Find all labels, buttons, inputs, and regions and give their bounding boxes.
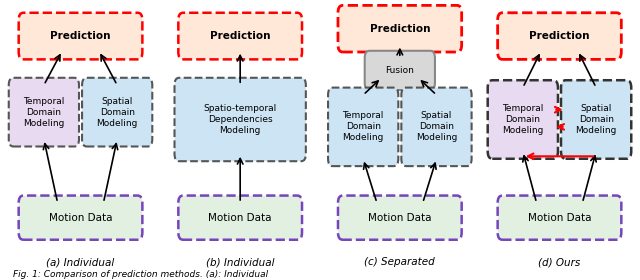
Text: Motion Data: Motion Data bbox=[209, 213, 272, 223]
Text: Motion Data: Motion Data bbox=[368, 213, 431, 223]
FancyBboxPatch shape bbox=[338, 5, 461, 52]
FancyBboxPatch shape bbox=[175, 78, 306, 161]
Title: (c) Separated: (c) Separated bbox=[364, 257, 435, 267]
Text: Motion Data: Motion Data bbox=[49, 213, 112, 223]
Text: Fusion: Fusion bbox=[385, 66, 414, 75]
FancyBboxPatch shape bbox=[498, 13, 621, 59]
Text: Spatial
Domain
Modeling: Spatial Domain Modeling bbox=[97, 97, 138, 128]
Text: Temporal
Domain
Modeling: Temporal Domain Modeling bbox=[502, 104, 543, 135]
FancyBboxPatch shape bbox=[328, 88, 398, 166]
Text: Spatio-temporal
Dependencies
Modeling: Spatio-temporal Dependencies Modeling bbox=[204, 104, 276, 135]
Title: (b) Individual: (b) Individual bbox=[206, 257, 275, 267]
Text: Temporal
Domain
Modeling: Temporal Domain Modeling bbox=[23, 97, 65, 128]
Title: (d) Ours: (d) Ours bbox=[538, 257, 580, 267]
FancyBboxPatch shape bbox=[365, 51, 435, 90]
FancyBboxPatch shape bbox=[401, 88, 472, 166]
Text: Prediction: Prediction bbox=[529, 31, 589, 41]
FancyBboxPatch shape bbox=[179, 195, 302, 240]
FancyBboxPatch shape bbox=[179, 13, 302, 59]
FancyBboxPatch shape bbox=[9, 78, 79, 146]
Title: (a) Individual: (a) Individual bbox=[46, 257, 115, 267]
FancyBboxPatch shape bbox=[82, 78, 152, 146]
FancyBboxPatch shape bbox=[498, 195, 621, 240]
Text: Spatial
Domain
Modeling: Spatial Domain Modeling bbox=[416, 111, 457, 143]
FancyBboxPatch shape bbox=[488, 80, 558, 159]
Text: Prediction: Prediction bbox=[369, 24, 430, 34]
FancyBboxPatch shape bbox=[561, 80, 631, 159]
FancyBboxPatch shape bbox=[19, 13, 142, 59]
Text: Motion Data: Motion Data bbox=[528, 213, 591, 223]
Text: Spatial
Domain
Modeling: Spatial Domain Modeling bbox=[575, 104, 617, 135]
Text: Temporal
Domain
Modeling: Temporal Domain Modeling bbox=[342, 111, 384, 143]
FancyBboxPatch shape bbox=[338, 195, 461, 240]
FancyBboxPatch shape bbox=[19, 195, 142, 240]
Text: Fig. 1: Comparison of prediction methods. (a): Individual: Fig. 1: Comparison of prediction methods… bbox=[13, 270, 268, 279]
Text: Prediction: Prediction bbox=[210, 31, 271, 41]
Text: Prediction: Prediction bbox=[51, 31, 111, 41]
